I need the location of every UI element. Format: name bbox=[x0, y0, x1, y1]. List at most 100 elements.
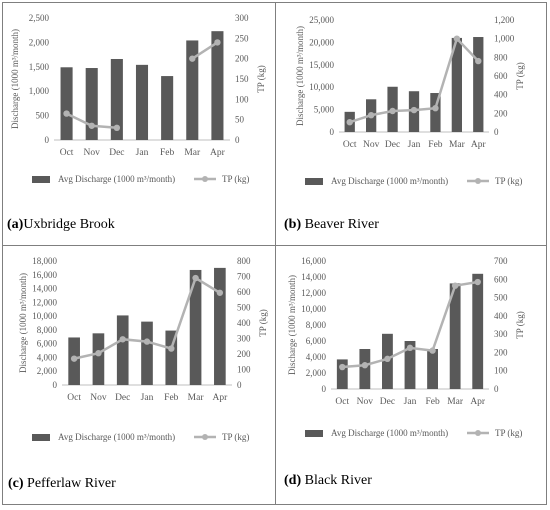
legend-bar-swatch bbox=[305, 178, 323, 185]
caption-a: (a)Uxbridge Brook bbox=[7, 217, 115, 233]
y2-tick-label: 600 bbox=[237, 287, 251, 297]
legend: Avg Discharge (1000 m³/month) TP (kg) bbox=[32, 432, 249, 442]
line-point bbox=[339, 363, 346, 371]
y-tick-label: 18,000 bbox=[32, 256, 57, 266]
y2-tick-label: 1,200 bbox=[494, 15, 515, 25]
y-axis-title: Discharge (1000 m³/month) bbox=[10, 29, 20, 129]
y2-axis-title: TP (kg) bbox=[258, 309, 268, 336]
bar bbox=[189, 269, 202, 385]
legend-line-label: TP (kg) bbox=[495, 428, 522, 438]
line-point bbox=[143, 338, 151, 345]
y-tick-label: 2,000 bbox=[37, 366, 58, 376]
chart-black-river: 0 2,000 4,000 6,000 8,000 10,000 12,000 14,000 1… bbox=[287, 256, 525, 438]
y2-axis-title: TP (kg) bbox=[515, 62, 525, 89]
line-point bbox=[367, 112, 375, 119]
bar bbox=[110, 58, 123, 140]
legend-bar-label: Avg Discharge (1000 m³/month) bbox=[58, 432, 175, 442]
y-tick-label: 2,000 bbox=[306, 368, 327, 378]
x-tick-label: Feb bbox=[425, 397, 440, 407]
x-tick-label: Feb bbox=[160, 148, 175, 158]
bar bbox=[135, 64, 149, 140]
y2-tick-label: 600 bbox=[494, 274, 508, 284]
y2-tick-label: 100 bbox=[235, 94, 249, 104]
y-tick-label: 1,000 bbox=[29, 86, 50, 96]
x-tick-label: Oct bbox=[67, 393, 81, 403]
bar bbox=[92, 333, 105, 385]
bar bbox=[404, 341, 416, 389]
y-tick-label: 25,000 bbox=[309, 15, 334, 25]
legend-bar-label: Avg Discharge (1000 m³/month) bbox=[58, 174, 175, 184]
y-tick-label: 15,000 bbox=[309, 60, 334, 70]
y2-tick-label: 200 bbox=[235, 54, 249, 64]
line-point bbox=[429, 347, 436, 354]
y2-tick-label: 500 bbox=[237, 303, 251, 313]
legend-line-label: TP (kg) bbox=[222, 174, 249, 184]
y-tick-label: 1,500 bbox=[29, 62, 50, 72]
y2-tick-label: 700 bbox=[237, 272, 251, 282]
bar bbox=[336, 359, 348, 389]
caption-d: (d) Black River bbox=[284, 473, 372, 489]
line-point bbox=[216, 289, 224, 296]
bar bbox=[451, 37, 462, 132]
line-point bbox=[410, 106, 418, 114]
x-tick-label: Jan bbox=[136, 148, 149, 158]
y2-tick-label: 300 bbox=[237, 334, 251, 344]
legend-line-marker bbox=[475, 430, 481, 436]
y-tick-label: 4,000 bbox=[306, 352, 327, 362]
y2-tick-label: 250 bbox=[235, 33, 249, 43]
caption-name: Beaver River bbox=[301, 217, 379, 232]
x-tick-label: Feb bbox=[428, 140, 443, 150]
line-point bbox=[95, 350, 102, 357]
y-tick-label: 10,000 bbox=[309, 82, 334, 92]
y2-tick-label: 400 bbox=[494, 90, 508, 100]
x-tick-label: Mar bbox=[188, 393, 205, 403]
y2-tick-label: 600 bbox=[494, 71, 508, 81]
chart-uxbridge-brook: 0 500 1,000 1,500 2,000 2,500 0 50 100 150 200 250 3… bbox=[10, 13, 266, 184]
caption-name: Black River bbox=[301, 473, 372, 488]
bar bbox=[161, 76, 174, 140]
horizontal-divider bbox=[2, 245, 547, 246]
y-tick-label: 0 bbox=[330, 127, 335, 137]
line-point bbox=[214, 39, 221, 46]
x-tick-label: Nov bbox=[90, 393, 107, 403]
bar bbox=[430, 93, 441, 132]
y-tick-label: 2,000 bbox=[29, 37, 50, 47]
line-point bbox=[384, 355, 391, 363]
y-tick-label: 10,000 bbox=[301, 304, 326, 314]
x-tick-label: Apr bbox=[212, 393, 228, 403]
legend: Avg Discharge (1000 m³/month) TP (kg) bbox=[32, 174, 249, 184]
y2-tick-label: 400 bbox=[494, 311, 508, 321]
legend: Avg Discharge (1000 m³/month) TP (kg) bbox=[305, 428, 522, 438]
line-point bbox=[451, 282, 459, 289]
bar bbox=[427, 349, 438, 389]
line-point bbox=[475, 57, 482, 65]
line-point bbox=[474, 278, 481, 286]
y-tick-label: 0 bbox=[322, 384, 327, 394]
y2-tick-label: 50 bbox=[235, 115, 245, 125]
y2-tick-label: 200 bbox=[494, 347, 508, 357]
y2-tick-label: 300 bbox=[235, 13, 249, 23]
x-tick-label: Mar bbox=[447, 397, 464, 407]
caption-letter: (b) bbox=[284, 217, 302, 232]
line-point bbox=[63, 110, 70, 117]
y-tick-label: 6,000 bbox=[306, 336, 327, 346]
x-tick-label: Mar bbox=[184, 148, 201, 158]
y-axis-title: Discharge (1000 m³/month) bbox=[18, 273, 28, 373]
line-point bbox=[389, 107, 396, 115]
y-tick-label: 0 bbox=[45, 135, 50, 145]
bar bbox=[472, 273, 484, 389]
panel-a: 0 500 1,000 1,500 2,000 2,500 0 50 100 150 200 250 3… bbox=[4, 4, 274, 200]
y-tick-label: 14,000 bbox=[301, 272, 326, 282]
y-tick-label: 10,000 bbox=[32, 311, 57, 321]
y-tick-label: 14,000 bbox=[32, 284, 57, 294]
x-tick-label: Apr bbox=[471, 140, 487, 150]
legend-line-marker bbox=[202, 434, 208, 440]
caption-name: Uxbridge Brook bbox=[23, 217, 115, 232]
y-axis-title: Discharge (1000 m³/month) bbox=[287, 275, 297, 375]
y2-tick-label: 800 bbox=[494, 52, 508, 62]
legend-line-label: TP (kg) bbox=[222, 432, 249, 442]
y2-tick-label: 1,000 bbox=[494, 34, 515, 44]
bar bbox=[449, 283, 461, 389]
x-tick-label: Oct bbox=[343, 140, 357, 150]
x-tick-label: Jan bbox=[408, 140, 421, 150]
